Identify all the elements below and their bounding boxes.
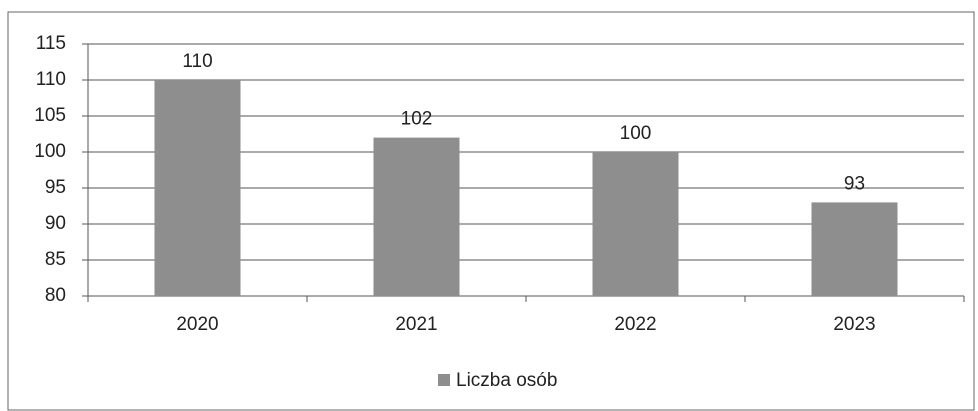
data-label: 100 bbox=[620, 123, 652, 144]
y-tick-label: 90 bbox=[45, 213, 66, 234]
y-tick-label: 115 bbox=[36, 33, 66, 54]
bar bbox=[811, 202, 898, 296]
bar bbox=[154, 80, 241, 296]
x-tick-label: 2021 bbox=[395, 314, 437, 335]
x-tick-label: 2022 bbox=[614, 314, 656, 335]
y-tick-label: 110 bbox=[36, 69, 66, 90]
y-tick-label: 85 bbox=[45, 249, 66, 270]
data-label: 93 bbox=[844, 173, 865, 194]
y-tick-label: 100 bbox=[34, 141, 66, 162]
bar bbox=[373, 137, 460, 296]
bar bbox=[592, 152, 679, 296]
y-tick-label: 80 bbox=[45, 285, 66, 306]
y-tick-label: 95 bbox=[45, 177, 66, 198]
x-tick-label: 2020 bbox=[176, 314, 218, 335]
legend-swatch bbox=[438, 374, 450, 386]
y-tick-label: 105 bbox=[34, 105, 66, 126]
data-label: 102 bbox=[401, 109, 433, 130]
x-tick-label: 2023 bbox=[833, 314, 875, 335]
data-label: 110 bbox=[182, 51, 212, 72]
legend-label: Liczba osób bbox=[456, 370, 557, 391]
